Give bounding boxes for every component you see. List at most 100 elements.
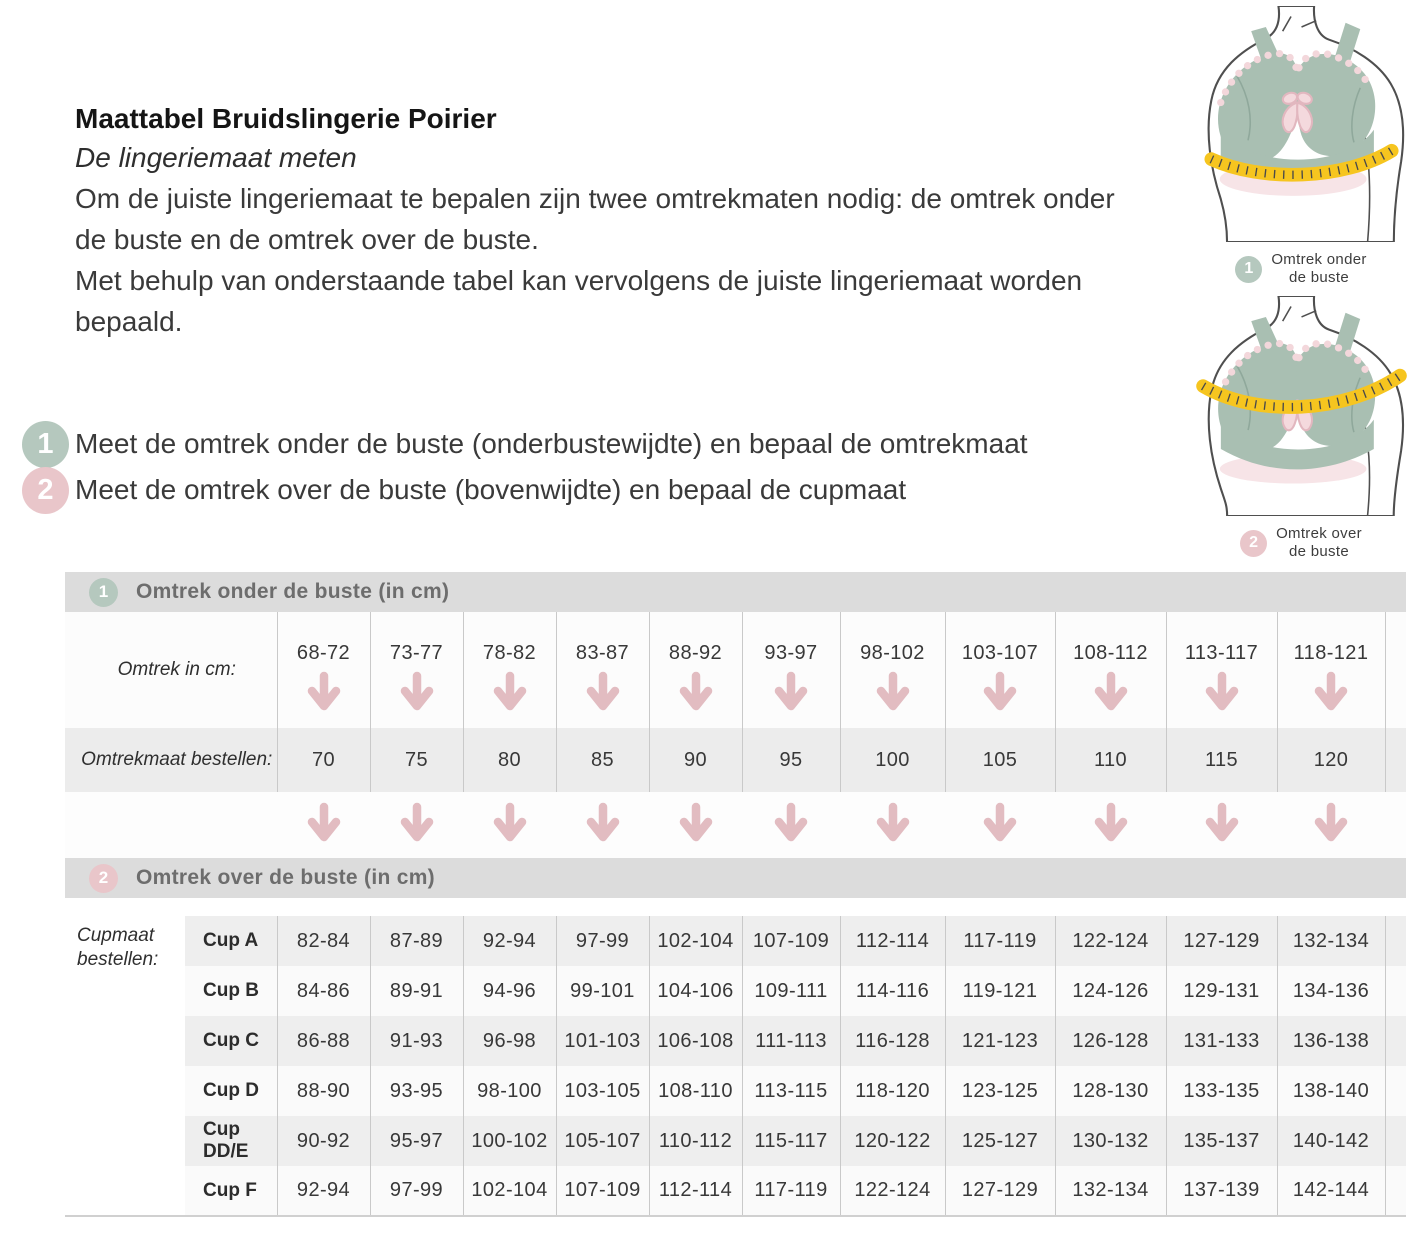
- order-size: 110: [1093, 748, 1128, 771]
- cup-range: 106-108: [657, 1029, 734, 1052]
- cup-size-table: Cupmaat bestellen: Cup A 82-84 87-89 92-…: [65, 916, 1406, 1217]
- cup-range: 134-136: [1292, 979, 1370, 1002]
- cup-range: 121-123: [961, 1029, 1039, 1052]
- underbust-range: 83-87: [575, 642, 630, 664]
- intro-line: Om de juiste lingeriemaat te bepalen zij…: [75, 183, 1115, 214]
- order-size: 120: [1313, 748, 1349, 771]
- cup-order-label: Cupmaat bestellen:: [65, 916, 185, 1216]
- down-arrow-icon: [493, 800, 527, 846]
- order-size: 75: [404, 748, 429, 771]
- caption-2-number-badge: 2: [1240, 529, 1268, 557]
- order-size: 85: [590, 748, 615, 771]
- cup-range: 138-140: [1292, 1079, 1370, 1102]
- down-arrow-icon: [983, 800, 1017, 846]
- cup-range: 96-98: [482, 1029, 537, 1052]
- cup-range: 140-142: [1292, 1129, 1370, 1152]
- down-arrow-icon: [983, 671, 1017, 713]
- order-size: 90: [683, 748, 708, 771]
- down-arrow-icon: [307, 800, 341, 846]
- cup-range: 97-99: [389, 1179, 444, 1201]
- cup-row-b: Cup B 84-86 89-91 94-96 99-101 104-106 1…: [65, 966, 1406, 1016]
- cup-range: 142-144: [1292, 1179, 1370, 1201]
- cup-range: 117-119: [963, 929, 1037, 952]
- bow: [1281, 91, 1313, 134]
- measuring-tape: [1204, 143, 1399, 182]
- cup-range: 109-111: [754, 979, 828, 1002]
- section-2-number-badge: 2: [89, 863, 118, 893]
- step-2-text: Meet de omtrek over de buste (bovenwijdt…: [75, 474, 907, 505]
- cup-range: 114-116: [855, 979, 930, 1002]
- cup-range: 115-117: [754, 1129, 828, 1152]
- underbust-range: 88-92: [668, 642, 723, 664]
- overbust-section-header: 2 Omtrek over de buste (in cm): [65, 858, 1406, 898]
- cup-row-d: Cup D 88-90 93-95 98-100 103-105 108-110…: [65, 1066, 1406, 1116]
- cup-range: 127-129: [1183, 929, 1260, 952]
- underbust-range: 68-72: [296, 642, 351, 664]
- underbust-illustration: 1 Omtrek onder de buste: [1188, 4, 1414, 287]
- cup-range: 112-114: [855, 929, 930, 952]
- down-arrow-icon: [586, 671, 620, 713]
- cup-range: 137-139: [1183, 1179, 1260, 1201]
- step-2: 2 Meet de omtrek over de buste (bovenwij…: [22, 466, 1202, 514]
- underbust-range: 118-121: [1293, 642, 1369, 664]
- cup-range: 88-90: [296, 1079, 351, 1102]
- cup-range: 91-93: [389, 1029, 444, 1052]
- cup-range: 108-110: [658, 1079, 733, 1102]
- underbust-range: 93-97: [764, 642, 818, 664]
- measure-range-row: Omtrek in cm: 68-72 73-77 78-82 83-87 88…: [65, 612, 1406, 728]
- cup-range: 113-115: [754, 1079, 828, 1102]
- underbust-range: 98-102: [860, 642, 925, 664]
- underbust-range: 113-117: [1184, 642, 1259, 664]
- down-arrow-icon: [1094, 671, 1128, 713]
- order-size-row: Omtrekmaat bestellen: 70 75 80 85 90 95 …: [65, 728, 1406, 792]
- caption-1-text: Omtrek onder de buste: [1271, 251, 1367, 286]
- overbust-caption: 2 Omtrek over de buste: [1188, 525, 1414, 561]
- underbust-section-header: 1 Omtrek onder de buste (in cm): [65, 572, 1406, 612]
- down-arrow-icon: [774, 671, 808, 713]
- cup-range: 123-125: [961, 1079, 1039, 1102]
- cup-range: 112-114: [658, 1179, 733, 1201]
- cup-range: 120-122: [854, 1129, 931, 1152]
- cup-range: 93-95: [389, 1079, 444, 1102]
- underbust-range: 78-82: [482, 642, 537, 664]
- intro-line: de buste en de omtrek over de buste.: [75, 224, 539, 255]
- step-2-number-badge: 2: [22, 466, 69, 514]
- order-size: 70: [311, 748, 336, 771]
- cup-range: 102-104: [471, 1179, 548, 1201]
- cup-range: 94-96: [482, 979, 537, 1002]
- down-arrow-icon: [679, 800, 713, 846]
- cup-range: 127-129: [961, 1179, 1039, 1201]
- bra-shape: [1218, 312, 1376, 470]
- page-subtitle: De lingeriemaat meten: [75, 142, 357, 173]
- cup-range: 95-97: [389, 1129, 444, 1152]
- cup-range: 111-113: [755, 1029, 827, 1052]
- measuring-steps: 1 Meet de omtrek onder de buste (onderbu…: [22, 420, 1202, 514]
- cup-range: 97-99: [575, 929, 630, 952]
- order-size: 105: [982, 748, 1018, 771]
- down-arrow-icon: [876, 800, 910, 846]
- cup-range: 131-133: [1183, 1029, 1260, 1052]
- overbust-illustration: 2 Omtrek over de buste: [1188, 294, 1414, 561]
- cup-range: 103-105: [564, 1079, 641, 1102]
- order-size: 115: [1204, 748, 1239, 771]
- down-arrow-icon: [1314, 800, 1348, 846]
- step-1-text: Meet de omtrek onder de buste (onderbust…: [75, 428, 1028, 459]
- underbust-range: 103-107: [961, 642, 1039, 664]
- intro-block: Maattabel Bruidslingerie Poirier De ling…: [75, 100, 1185, 342]
- cup-row-dd-e: Cup DD/E 90-92 95-97 100-102 105-107 110…: [65, 1116, 1406, 1166]
- cup-row-c: Cup C 86-88 91-93 96-98 101-103 106-108 …: [65, 1016, 1406, 1066]
- down-arrow-icon: [307, 671, 341, 713]
- down-arrow-icon: [774, 800, 808, 846]
- cup-range: 98-100: [477, 1079, 542, 1102]
- page-title: Maattabel Bruidslingerie Poirier: [75, 103, 497, 134]
- down-arrow-icon: [400, 671, 434, 713]
- down-arrow-icon: [876, 671, 910, 713]
- cup-range: 82-84: [296, 929, 351, 952]
- cup-name: Cup B: [185, 966, 277, 1016]
- cup-range: 116-128: [855, 1029, 930, 1052]
- down-arrow-icon: [586, 800, 620, 846]
- underbust-range: 108-112: [1073, 642, 1148, 664]
- down-arrow-icon: [493, 671, 527, 713]
- cup-range: 104-106: [657, 979, 734, 1002]
- underbust-range: 73-77: [389, 642, 444, 664]
